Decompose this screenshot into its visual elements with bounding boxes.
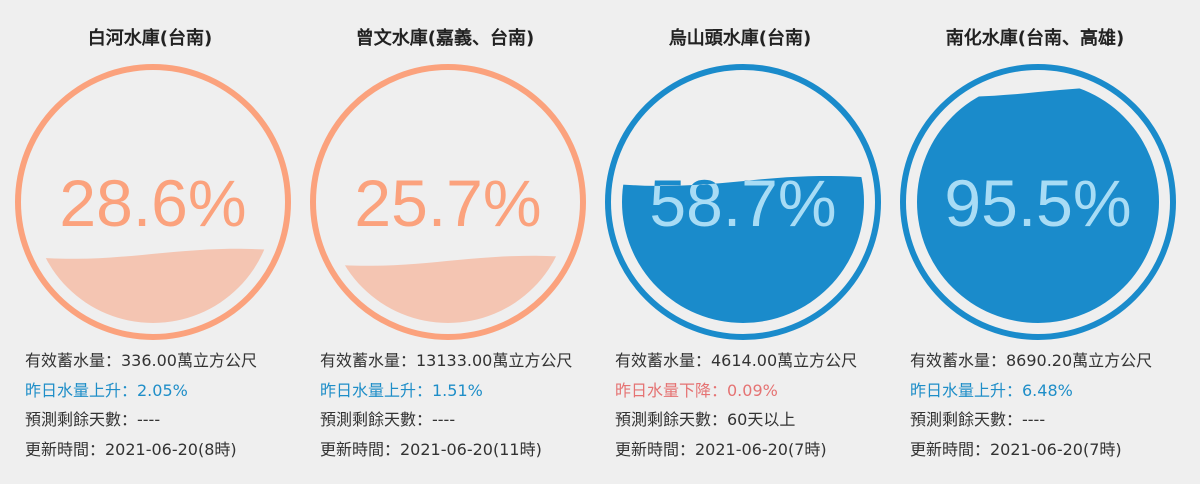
daily-change-text: 昨日水量上升：2.05% [25,380,188,400]
storage-text: 有效蓄水量：13133.00萬立方公尺 [320,351,573,370]
remaining-days-text: 預測剩餘天數：---- [910,410,1046,429]
reservoir-name: 南化水庫(台南、高雄) [945,28,1125,49]
storage-text: 有效蓄水量：8690.20萬立方公尺 [910,351,1153,370]
water-level-gauge: 58.7%58.7% [603,62,883,342]
reservoir-card-baihe: 白河水庫(台南) 28.6% 28.6% 有效蓄水量：336.00萬立方公尺 昨日… [5,0,295,484]
gauge-ring [605,64,881,340]
water-fill [622,176,864,323]
reservoir-name: 烏山頭水庫(台南) [668,28,812,49]
reservoir-name: 曾文水庫(嘉義、台南) [355,28,535,49]
percent-label-submerged: 95.5% [944,166,1131,240]
reservoir-name: 白河水庫(台南) [87,28,213,49]
gauge-ring [900,64,1176,340]
storage-text: 有效蓄水量：4614.00萬立方公尺 [615,351,858,370]
percent-label-submerged: 58.7% [649,166,836,240]
percent-label: 25.7% [354,166,541,240]
reservoir-info: 有效蓄水量：4614.00萬立方公尺 昨日水量下降：0.09% 預測剩餘天數：6… [615,346,877,464]
reservoir-info: 有效蓄水量：336.00萬立方公尺 昨日水量上升：2.05% 預測剩餘天數：--… [25,346,287,464]
water-level-gauge: 25.7% 25.7% [308,62,588,342]
percent-label: 28.6% [59,166,246,240]
updated-time-text: 更新時間：2021-06-20(8時) [25,439,237,459]
daily-change-text: 昨日水量下降：0.09% [615,380,778,400]
daily-change-text: 昨日水量上升：1.51% [320,380,483,400]
gauge-ring [310,64,586,340]
reservoir-card-zengwen: 曾文水庫(嘉義、台南) 25.7% 25.7% 有效蓄水量：13133.00萬立方… [300,0,590,484]
remaining-days-text: 預測剩餘天數：60天以上 [615,410,796,429]
reservoir-card-wushantou: 烏山頭水庫(台南) 58.7%58.7% 有效蓄水量：4614.00萬立方公尺 … [595,0,885,484]
reservoir-info: 有效蓄水量：13133.00萬立方公尺 昨日水量上升：1.51% 預測剩餘天數：… [320,346,582,464]
remaining-days-text: 預測剩餘天數：---- [25,410,161,429]
gauge-ring [15,64,291,340]
storage-text: 有效蓄水量：336.00萬立方公尺 [25,351,257,370]
updated-time-text: 更新時間：2021-06-20(7時) [615,439,827,459]
reservoir-info: 有效蓄水量：8690.20萬立方公尺 昨日水量上升：6.48% 預測剩餘天數：-… [910,346,1172,464]
water-level-gauge: 28.6% 28.6% [13,62,293,342]
water-fill [917,86,1159,323]
reservoir-card-nanhua: 南化水庫(台南、高雄) 95.5%95.5% 有效蓄水量：8690.20萬立方公… [890,0,1180,484]
daily-change-text: 昨日水量上升：6.48% [910,380,1073,400]
water-level-gauge: 95.5%95.5% [898,62,1178,342]
updated-time-text: 更新時間：2021-06-20(11時) [320,439,542,459]
updated-time-text: 更新時間：2021-06-20(7時) [910,439,1122,459]
water-fill [32,248,274,323]
remaining-days-text: 預測剩餘天數：---- [320,410,456,429]
water-fill [327,255,569,323]
